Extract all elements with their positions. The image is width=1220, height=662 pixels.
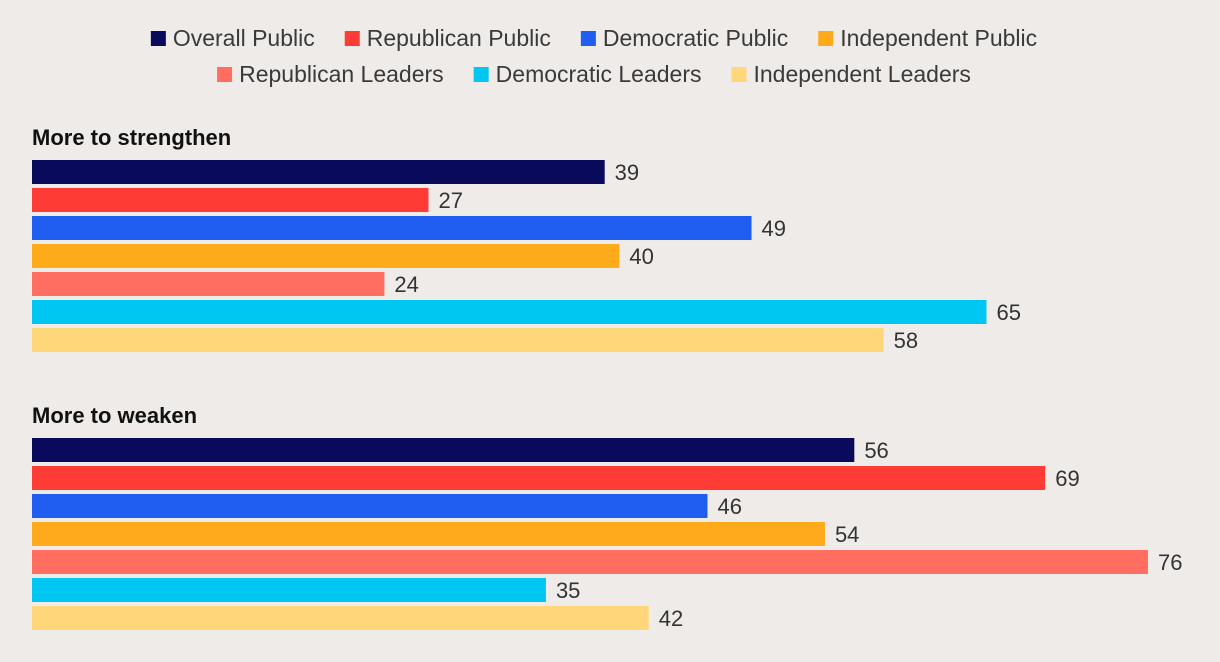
bar-more-to-strengthen-independent-public [32,244,620,268]
value-label-more-to-strengthen-democratic-public: 49 [762,216,786,241]
legend-label-democratic-leaders: Democratic Leaders [496,61,702,87]
value-label-more-to-strengthen-democratic-leaders: 65 [996,300,1020,325]
value-label-more-to-strengthen-independent-leaders: 58 [894,328,918,353]
value-label-more-to-strengthen-overall-public: 39 [615,160,639,185]
value-label-more-to-weaken-democratic-leaders: 35 [556,578,580,603]
legend-swatch-democratic-public [580,31,596,46]
group-title-more-to-weaken: More to weaken [32,403,197,428]
bar-more-to-weaken-independent-leaders [32,606,649,630]
legend-swatch-independent-public [818,31,834,46]
bar-more-to-weaken-independent-public [32,522,825,546]
legend-label-independent-public: Independent Public [840,25,1037,51]
value-label-more-to-strengthen-republican-public: 27 [438,188,462,213]
value-label-more-to-weaken-republican-public: 69 [1055,466,1079,491]
legend-swatch-republican-leaders [217,67,233,82]
legend-swatch-independent-leaders [731,67,747,82]
value-label-more-to-weaken-republican-leaders: 76 [1158,550,1182,575]
legend-label-overall-public: Overall Public [173,25,315,51]
value-label-more-to-strengthen-independent-public: 40 [629,244,653,269]
bar-more-to-weaken-republican-leaders [32,550,1148,574]
bar-more-to-strengthen-democratic-public [32,216,752,240]
value-label-more-to-weaken-independent-leaders: 42 [659,606,683,631]
legend-label-republican-leaders: Republican Leaders [239,61,444,87]
bar-more-to-strengthen-republican-leaders [32,272,385,296]
bar-more-to-strengthen-independent-leaders [32,328,884,352]
bar-more-to-strengthen-overall-public [32,160,605,184]
legend-label-democratic-public: Democratic Public [603,25,788,51]
value-label-more-to-strengthen-republican-leaders: 24 [394,272,418,297]
group-title-more-to-strengthen: More to strengthen [32,125,231,150]
bar-more-to-weaken-republican-public [32,466,1046,490]
value-label-more-to-weaken-overall-public: 56 [864,438,888,463]
bar-more-to-strengthen-republican-public [32,188,429,212]
legend-label-independent-leaders: Independent Leaders [753,61,970,87]
bar-more-to-strengthen-democratic-leaders [32,300,987,324]
bar-more-to-weaken-overall-public [32,438,855,462]
legend-swatch-democratic-leaders [473,67,489,82]
legend-swatch-republican-public [344,31,360,46]
legend-label-republican-public: Republican Public [367,25,551,51]
legend-swatch-overall-public [150,31,166,46]
bar-more-to-weaken-democratic-leaders [32,578,546,602]
value-label-more-to-weaken-democratic-public: 46 [717,494,741,519]
bar-more-to-weaken-democratic-public [32,494,708,518]
value-label-more-to-weaken-independent-public: 54 [835,522,859,547]
